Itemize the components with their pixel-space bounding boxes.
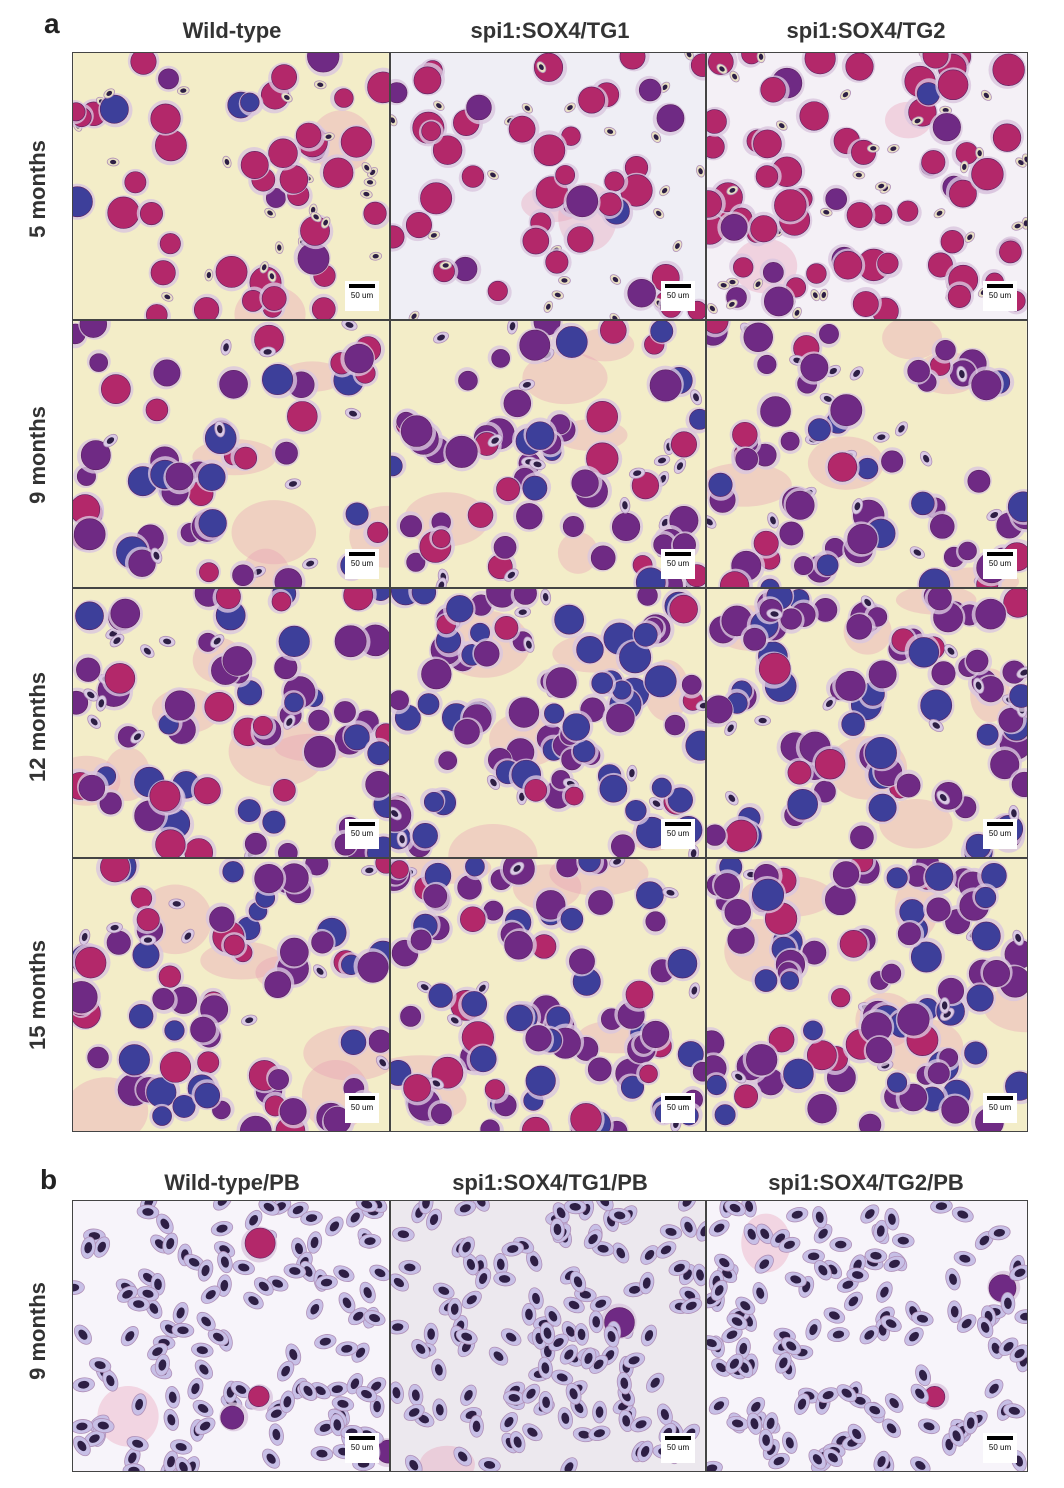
col-label-tg1-pb: spi1:SOX4/TG1/PB xyxy=(452,1170,648,1195)
micrograph-9-months-wild-type: 50 um xyxy=(72,320,390,588)
scale-bar-line xyxy=(987,284,1013,288)
micrograph-5-months-tg1: 50 um xyxy=(390,52,706,320)
scale-bar: 50 um xyxy=(661,819,695,849)
scale-bar: 50 um xyxy=(345,819,379,849)
scale-bar-label: 50 um xyxy=(666,559,690,568)
micrograph-9-months-tg1-pb: 50 um xyxy=(390,1200,706,1472)
micrograph-image xyxy=(391,53,705,319)
micrograph-12-months-wild-type: 50 um xyxy=(72,588,390,858)
micrograph-image xyxy=(707,321,1027,587)
micrograph-image xyxy=(73,589,389,857)
micrograph-5-months-tg2: 50 um xyxy=(706,52,1028,320)
micrograph-image xyxy=(707,589,1027,857)
scale-bar: 50 um xyxy=(661,1093,695,1123)
col-label-tg2-pb: spi1:SOX4/TG2/PB xyxy=(768,1170,964,1195)
scale-bar-line xyxy=(987,822,1013,826)
panel-a-letter: a xyxy=(44,8,60,39)
micrograph-9-months-wild-type-pb: 50 um xyxy=(72,1200,390,1472)
micrograph-5-months-wild-type: 50 um xyxy=(72,52,390,320)
scale-bar: 50 um xyxy=(983,549,1017,579)
micrograph-image xyxy=(73,1201,389,1471)
micrograph-image xyxy=(707,1201,1027,1471)
micrograph-image xyxy=(73,53,389,319)
scale-bar-line xyxy=(987,1096,1013,1100)
scale-bar-label: 50 um xyxy=(350,829,374,838)
micrograph-9-months-tg2: 50 um xyxy=(706,320,1028,588)
micrograph-15-months-wild-type: 50 um xyxy=(72,858,390,1132)
scale-bar: 50 um xyxy=(983,1093,1017,1123)
scale-bar-label: 50 um xyxy=(350,291,374,300)
scale-bar: 50 um xyxy=(661,549,695,579)
scale-bar: 50 um xyxy=(661,281,695,311)
col-label-wild-type: Wild-type xyxy=(182,18,282,43)
scale-bar-line xyxy=(349,552,375,556)
row-label-12-months: 12 months xyxy=(25,671,50,783)
scale-bar-label: 50 um xyxy=(988,291,1012,300)
row-label-15-months: 15 months xyxy=(25,939,50,1051)
scale-bar-label: 50 um xyxy=(988,829,1012,838)
scale-bar-label: 50 um xyxy=(988,559,1012,568)
scale-bar: 50 um xyxy=(345,1433,379,1463)
scale-bar-line xyxy=(665,1096,691,1100)
micrograph-image xyxy=(73,321,389,587)
scale-bar-label: 50 um xyxy=(988,1103,1012,1112)
col-label-wild-type-pb: Wild-type/PB xyxy=(164,1170,300,1195)
scale-bar-line xyxy=(987,552,1013,556)
scale-bar: 50 um xyxy=(661,1433,695,1463)
micrograph-12-months-tg2: 50 um xyxy=(706,588,1028,858)
micrograph-image xyxy=(391,1201,705,1471)
scale-bar-label: 50 um xyxy=(666,1103,690,1112)
micrograph-image xyxy=(391,321,705,587)
scale-bar-line xyxy=(665,284,691,288)
scale-bar-label: 50 um xyxy=(988,1443,1012,1452)
micrograph-image xyxy=(707,53,1027,319)
scale-bar-line xyxy=(349,284,375,288)
scale-bar-line xyxy=(349,1436,375,1440)
micrograph-15-months-tg2: 50 um xyxy=(706,858,1028,1132)
scale-bar: 50 um xyxy=(983,1433,1017,1463)
panel-b-letter: b xyxy=(40,1164,58,1195)
scale-bar: 50 um xyxy=(345,281,379,311)
col-label-tg2: spi1:SOX4/TG2 xyxy=(786,18,946,43)
scale-bar-label: 50 um xyxy=(350,1443,374,1452)
col-label-tg1: spi1:SOX4/TG1 xyxy=(470,18,630,43)
micrograph-image xyxy=(73,859,389,1131)
scale-bar-label: 50 um xyxy=(350,559,374,568)
scale-bar-line xyxy=(987,1436,1013,1440)
scale-bar-line xyxy=(349,822,375,826)
scale-bar-label: 50 um xyxy=(666,829,690,838)
scale-bar-label: 50 um xyxy=(666,1443,690,1452)
micrograph-12-months-tg1: 50 um xyxy=(390,588,706,858)
micrograph-image xyxy=(391,859,705,1131)
scale-bar-line xyxy=(665,552,691,556)
row-label-9-months: 9 months xyxy=(25,406,50,504)
scale-bar: 50 um xyxy=(983,819,1017,849)
micrograph-15-months-tg1: 50 um xyxy=(390,858,706,1132)
scale-bar-label: 50 um xyxy=(350,1103,374,1112)
micrograph-image xyxy=(391,589,705,857)
micrograph-image xyxy=(707,859,1027,1131)
micrograph-9-months-tg2-pb: 50 um xyxy=(706,1200,1028,1472)
scale-bar: 50 um xyxy=(345,549,379,579)
scale-bar-label: 50 um xyxy=(666,291,690,300)
scale-bar: 50 um xyxy=(983,281,1017,311)
micrograph-9-months-tg1: 50 um xyxy=(390,320,706,588)
scale-bar: 50 um xyxy=(345,1093,379,1123)
scale-bar-line xyxy=(349,1096,375,1100)
scale-bar-line xyxy=(665,822,691,826)
row-label-5-months: 5 months xyxy=(25,140,50,238)
scale-bar-line xyxy=(665,1436,691,1440)
row-label-pb-9-months: 9 months xyxy=(25,1282,50,1380)
